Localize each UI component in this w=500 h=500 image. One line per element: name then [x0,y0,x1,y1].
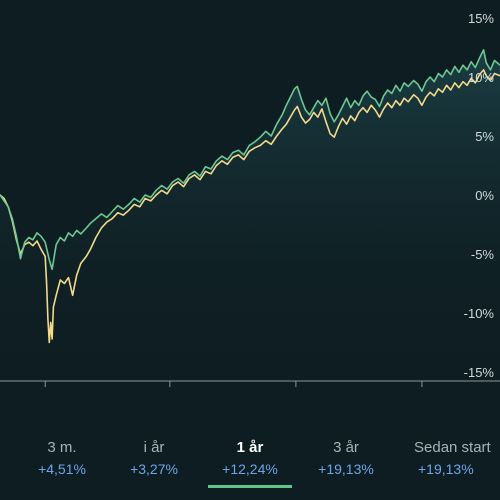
period-label: i år [143,439,165,456]
series-area [0,49,500,382]
period-change: +19,13% [318,461,374,477]
y-tick-label: -15% [464,365,495,380]
period-indicator [208,485,292,488]
period-change: +4,51% [38,461,86,477]
period-tab-1y[interactable]: 1 år +12,24% [202,438,298,488]
period-tab-3m[interactable]: 3 m. +4,51% [14,438,110,488]
period-change: +19,13% [418,461,474,477]
period-tab-ytd[interactable]: i år +3,27% [106,438,202,488]
series-line-2 [0,69,500,344]
y-tick-label: -5% [471,247,495,262]
performance-chart[interactable]: 15%10%5%0%-5%-10%-15%Apr 2025Jul 2025Okt… [0,0,500,400]
period-indicator [422,485,500,488]
period-change: +12,24% [222,461,278,477]
period-label: 1 år [236,439,264,456]
period-change: +3,27% [130,461,178,477]
y-tick-label: 10% [468,70,494,85]
y-tick-label: 5% [475,129,494,144]
period-label: 3 m. [47,439,77,456]
y-tick-label: 0% [475,188,494,203]
y-tick-label: 15% [468,11,494,26]
period-label: Sedan start [414,439,491,456]
performance-chart-svg: 15%10%5%0%-5%-10%-15%Apr 2025Jul 2025Okt… [0,11,500,387]
y-tick-label: -10% [464,306,495,321]
period-indicator [112,485,196,488]
period-tab-since-start[interactable]: Sedan start +19,13% [414,438,500,488]
period-indicator [304,485,388,488]
series-line-1 [0,49,500,271]
period-indicator [20,485,104,488]
period-selector: 3 m. +4,51% i år +3,27% 1 år +12,24% 3 å… [0,438,500,500]
period-tab-3y[interactable]: 3 år +19,13% [298,438,394,488]
period-label: 3 år [333,439,359,456]
